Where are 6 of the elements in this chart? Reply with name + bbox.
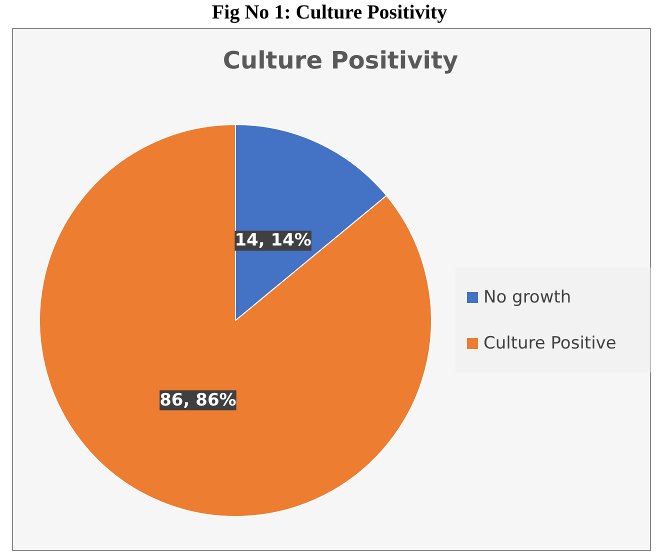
data-label: 86, 86% <box>160 390 236 410</box>
legend-label: Culture Positive <box>484 334 616 354</box>
legend-label: No growth <box>484 288 572 308</box>
data-label: 14, 14% <box>234 230 312 251</box>
text: Fig No 1: Culture Positivity <box>212 2 448 24</box>
chart-title: Culture Positivity <box>222 46 458 74</box>
